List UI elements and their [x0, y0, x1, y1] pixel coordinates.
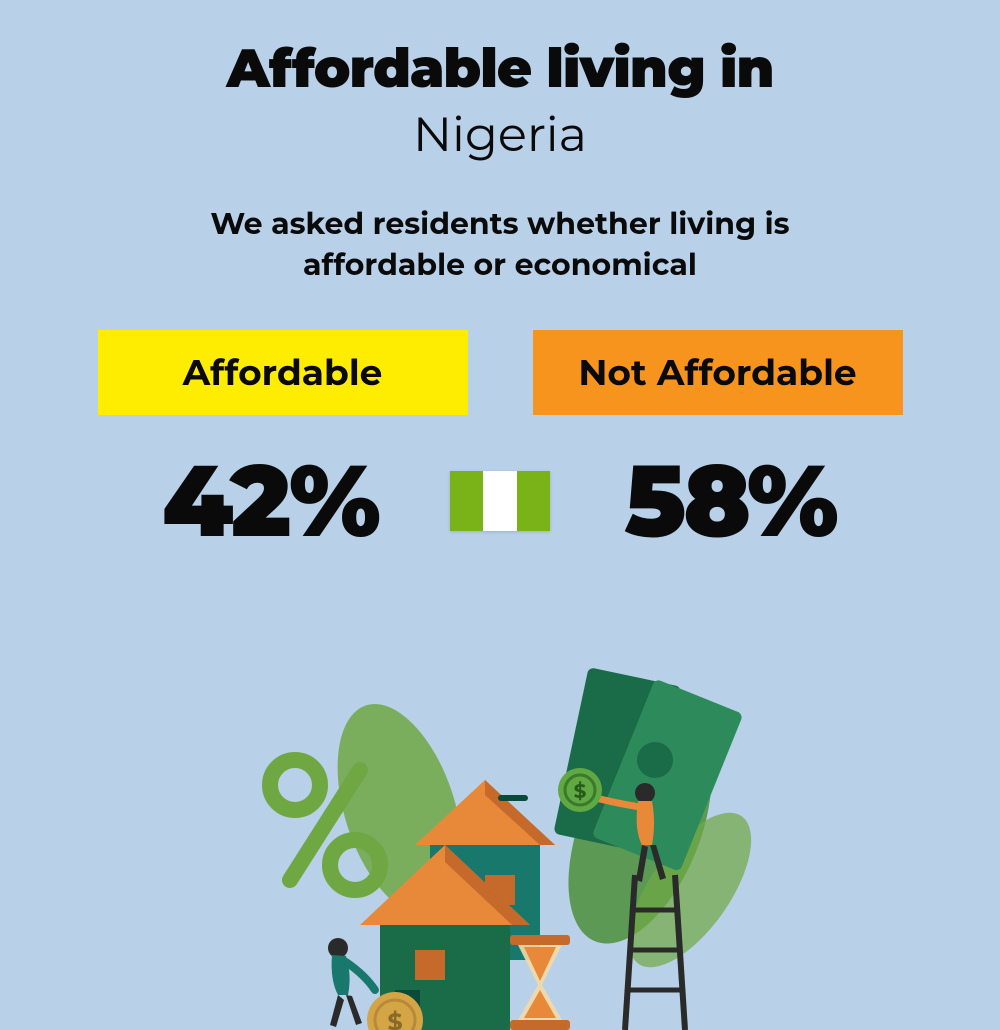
affordability-illustration: $ $	[200, 630, 800, 1030]
flag-stripe	[483, 471, 516, 531]
labels-row: Affordable Not Affordable	[98, 330, 903, 415]
title-region: Nigeria	[413, 106, 587, 164]
not-affordable-label-box: Not Affordable	[533, 330, 903, 415]
affordable-percent: 42%	[130, 440, 410, 562]
affordable-label: Affordable	[183, 351, 383, 395]
percents-row: 42% 58%	[130, 440, 870, 562]
svg-text:$: $	[387, 1008, 402, 1030]
nigeria-flag-icon	[450, 471, 550, 531]
title-line1: Affordable living in	[227, 35, 774, 101]
affordable-label-box: Affordable	[98, 330, 468, 415]
not-affordable-percent: 58%	[590, 440, 870, 562]
subtitle-text: We asked residents whether living is aff…	[140, 204, 860, 285]
coin-right-icon: $	[558, 768, 602, 812]
flag-stripe	[450, 471, 483, 531]
svg-text:$: $	[574, 780, 587, 804]
flag-stripe	[517, 471, 550, 531]
not-affordable-label: Not Affordable	[578, 351, 856, 395]
